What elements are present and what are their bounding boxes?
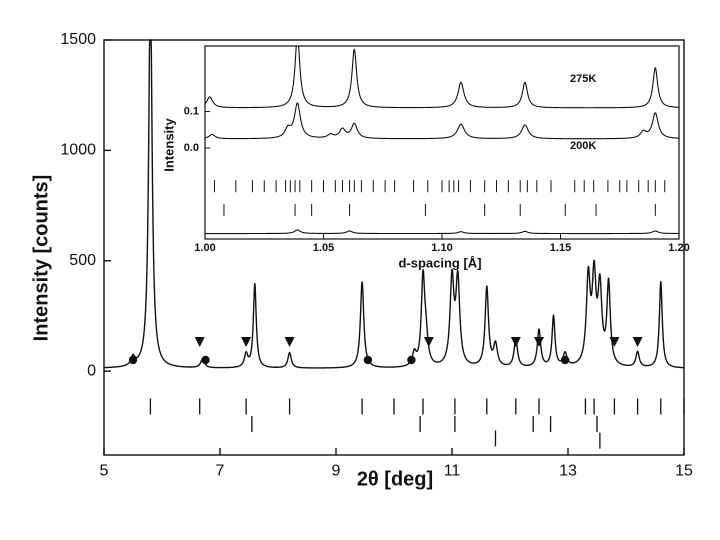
phase-marker-triangle [194,337,205,348]
main-x-tick-label: 5 [100,462,109,479]
main-x-tick-label: 13 [559,462,577,479]
inset-y-ticks: 0.0 0.1 [184,105,210,154]
main-series [103,39,685,369]
inset-frame [204,45,680,240]
inset-x-tick-label: 1.05 [313,242,334,254]
main-y-tick-label: 1000 [60,142,96,159]
main-y-ticks: 0 500 1000 1500 [60,31,111,379]
series-label-200k: 200K [570,140,596,152]
inset-pattern-line [204,229,680,235]
main-plot: 5 7 9 11 13 15 0 500 1000 1500 2θ [deg] Intensit… [30,31,693,490]
phase-marker-triangle [632,337,643,348]
main-x-tick-label: 11 [444,462,461,479]
main-x-tick-label: 15 [675,462,693,479]
main-x-axis-title: 2θ [deg] [357,468,433,490]
inset-reflection-ticks [204,180,666,216]
phase-marker-triangle [241,337,252,348]
inset-pattern-line [204,45,680,109]
phase-marker-circle [201,355,210,365]
inset-x-tick-label: 1.10 [431,242,452,254]
main-x-ticks: 5 7 9 11 13 15 [100,448,693,479]
main-x-tick-label: 9 [332,462,341,479]
main-y-axis-title: Intensity [counts] [30,175,52,342]
main-y-tick-label: 500 [69,252,96,269]
inset-x-axis-title: d-spacing [Å] [398,255,481,270]
main-plot-frame [103,39,685,456]
main-reflection-ticks [149,398,685,449]
inset-pattern-line [204,102,680,140]
series-label-275k: 275K [570,73,596,85]
inset-x-tick-label: 1.15 [550,242,571,254]
phase-marker-triangle [510,337,521,348]
main-y-tick-label: 1500 [60,31,96,48]
inset-y-tick-label: 0.1 [184,105,199,117]
inset-y-tick-label: 0.0 [184,142,199,154]
inset-x-tick-label: 1.00 [194,242,215,254]
phase-marker-triangle [534,337,544,348]
inset-series [204,45,680,235]
phase-marker-triangle [284,337,295,348]
main-x-tick-label: 7 [216,462,225,479]
main-y-tick-label: 0 [87,362,96,379]
inset-y-axis-title: Intensity [161,118,176,172]
inset-plot: 1.00 1.05 1.10 1.15 1.20 0.0 0.1 275K 200K d-… [161,45,690,270]
inset-x-ticks: 1.00 1.05 1.10 1.15 1.20 [194,234,690,254]
inset-x-tick-label: 1.20 [668,242,689,254]
inset-background [205,46,679,239]
main-phase-markers [128,337,643,365]
diffraction-pattern-line [103,39,685,369]
